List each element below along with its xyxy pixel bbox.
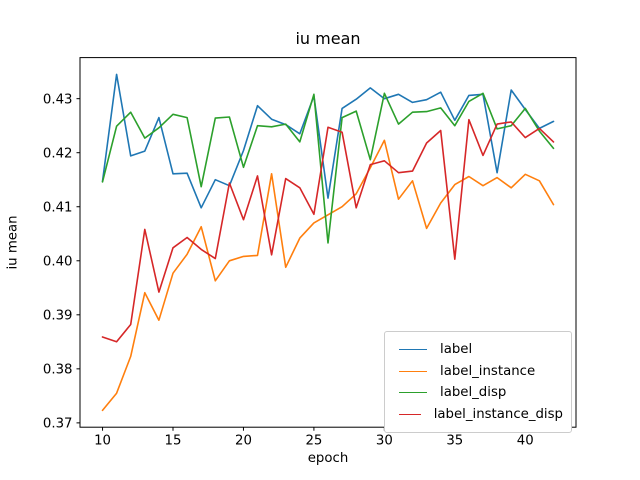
y-tick-label: 0.43 — [43, 92, 73, 107]
x-tick-label: 20 — [235, 434, 252, 449]
legend-item-label_instance: label_instance — [393, 361, 563, 383]
legend-line-swatch — [399, 370, 427, 372]
y-tick-label: 0.41 — [43, 200, 73, 215]
legend-label: label — [440, 342, 473, 358]
legend-line-swatch — [399, 392, 427, 394]
y-tick-label: 0.38 — [43, 363, 73, 378]
series-line-label_disp — [101, 92, 555, 244]
series-line-label_instance — [101, 139, 555, 412]
x-tick-label: 30 — [376, 434, 393, 449]
x-tick-label: 10 — [94, 434, 111, 449]
y-axis-label: iu mean — [5, 215, 21, 270]
legend-label: label_instance — [440, 363, 536, 379]
series-line-label_instance_disp — [101, 118, 555, 343]
legend-label: label_instance_disp — [433, 406, 563, 422]
legend-item-label_disp: label_disp — [393, 382, 563, 404]
legend-item-label: label — [393, 339, 563, 361]
x-tick-label: 25 — [305, 434, 322, 449]
x-tick-label: 35 — [446, 434, 463, 449]
y-tick-label: 0.40 — [43, 254, 73, 269]
axes-frame — [79, 57, 577, 428]
legend-item-label_instance_disp: label_instance_disp — [393, 404, 563, 426]
x-axis-label: epoch — [307, 451, 349, 466]
chart-title: iu mean — [295, 29, 361, 48]
y-tick-label: 0.42 — [43, 146, 73, 161]
legend-line-swatch — [399, 349, 427, 351]
y-tick-label: 0.37 — [43, 417, 73, 432]
legend-label: label_disp — [440, 385, 507, 401]
x-tick-label: 15 — [165, 434, 182, 449]
legend: label label_instance label_disp label_insta… — [384, 331, 572, 433]
y-tick-label: 0.39 — [43, 309, 73, 324]
x-tick-label: 40 — [517, 434, 534, 449]
legend-line-swatch — [399, 413, 421, 415]
series-line-label — [101, 73, 555, 209]
